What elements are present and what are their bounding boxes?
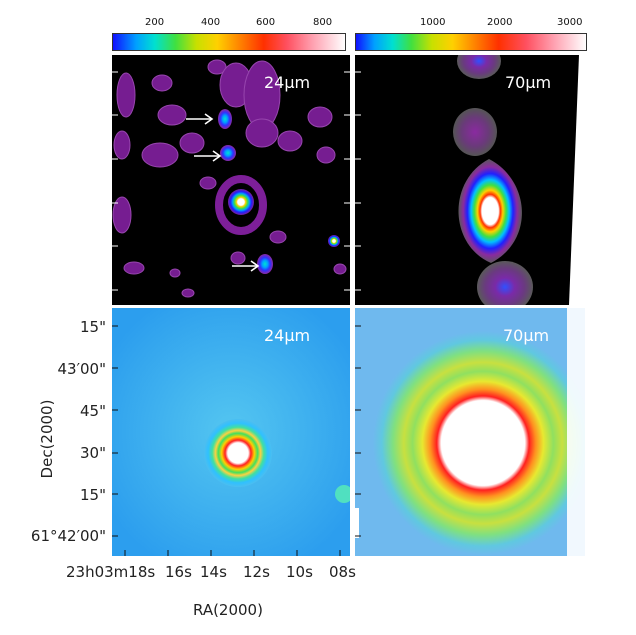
source-blob (477, 261, 533, 305)
panel-70um-map: 70μm (355, 55, 585, 305)
emission-contour (141, 142, 179, 168)
coverage-edge (567, 308, 585, 556)
emission-contour (123, 261, 145, 275)
dec-tick-label: 15" (80, 318, 106, 336)
emission-contour (157, 104, 187, 126)
arrow (186, 113, 214, 125)
coverage-edge (569, 55, 585, 305)
source-blob (457, 55, 501, 79)
y-axis-title-text: Dec(2000) (38, 399, 56, 479)
colorbar-24um (112, 33, 346, 51)
central-source (373, 331, 585, 555)
point-source (328, 235, 340, 247)
band-label: 70μm (503, 326, 550, 345)
coverage-edge (355, 508, 359, 538)
ra-tick-label: 23h03m18s (66, 563, 156, 581)
emission-contour (307, 106, 333, 128)
dec-tick-label: 15" (80, 486, 106, 504)
edge-source (335, 485, 350, 503)
emission-contour (316, 146, 336, 164)
point-source (257, 254, 273, 274)
ra-tick-label: 16s (165, 563, 192, 581)
emission-contour (207, 59, 227, 75)
emission-contour (199, 176, 217, 190)
emission-contour (151, 74, 173, 92)
emission-contour (181, 288, 195, 298)
central-source (204, 419, 272, 487)
arrow (194, 150, 222, 162)
ra-tick-label: 08s (329, 563, 356, 581)
emission-contour (116, 72, 136, 118)
ra-tick-label: 10s (286, 563, 313, 581)
dec-tick-label: 45" (80, 402, 106, 420)
emission-contour (245, 118, 279, 148)
arrow (232, 260, 260, 272)
dec-tick-label: 61°42′00" (30, 527, 106, 545)
emission-contour (112, 196, 132, 234)
central-source (458, 159, 522, 263)
band-label: 70μm (505, 73, 552, 92)
colorbar-24um-tick: 200 (145, 17, 165, 28)
ra-tick-label: 12s (243, 563, 270, 581)
colorbar-24um-tick: 400 (201, 17, 221, 28)
dec-tick-label: 43′00" (57, 360, 106, 378)
panel-24um-image: 24μm (112, 308, 350, 556)
emission-contour (269, 230, 287, 244)
point-source (218, 109, 232, 129)
emission-contour (113, 130, 131, 160)
band-label: 24μm (264, 326, 311, 345)
band-label: 24μm (264, 73, 311, 92)
emission-contour (277, 130, 303, 152)
emission-ring (215, 175, 267, 235)
panel-24um-map: 24μm (112, 55, 350, 305)
colorbar-70um-tick: 1000 (420, 17, 446, 28)
colorbar-70um-tick: 2000 (487, 17, 513, 28)
emission-contour (179, 132, 205, 154)
source-blob (453, 108, 497, 156)
central-source (228, 189, 254, 215)
colorbar-70um-tick: 3000 (557, 17, 583, 28)
emission-contour (333, 263, 347, 275)
y-axis-title: Dec(2000) (38, 384, 56, 494)
colorbar-24um-tick: 800 (313, 17, 333, 28)
colorbar-70um (355, 33, 587, 51)
emission-contour (169, 268, 181, 278)
dec-tick-label: 30" (80, 444, 106, 462)
panel-70um-image: 70μm (355, 308, 585, 556)
emission-contour (230, 251, 246, 265)
point-source (220, 145, 236, 161)
x-axis-title: RA(2000) (193, 601, 263, 619)
colorbar-24um-tick: 600 (256, 17, 276, 28)
ra-tick-label: 14s (200, 563, 227, 581)
